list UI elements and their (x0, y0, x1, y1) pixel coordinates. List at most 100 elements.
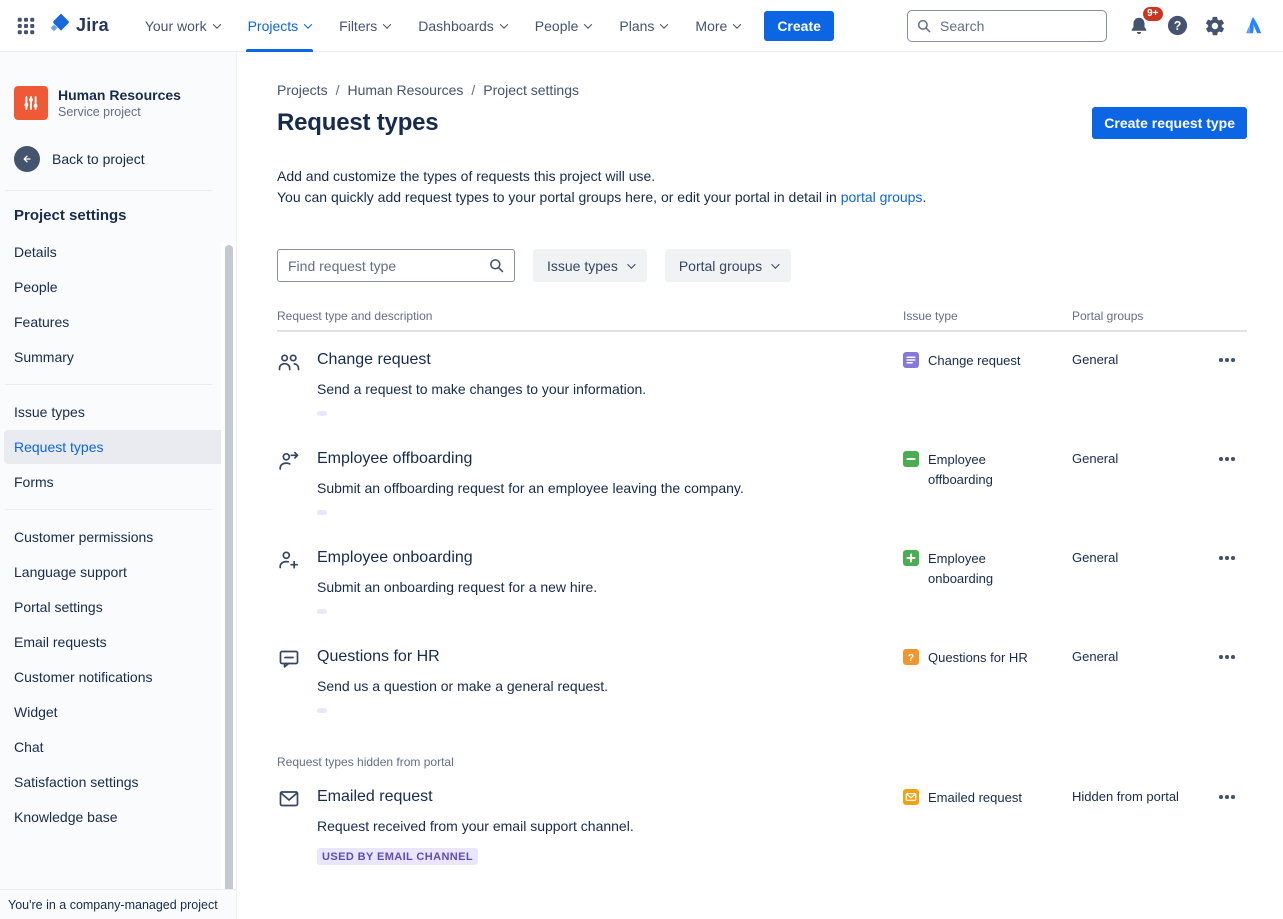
sidebar-item-forms[interactable]: Forms (14, 474, 54, 490)
table-header-row: Request type and description Issue type … (277, 309, 1247, 332)
project-name: Human Resources (58, 87, 181, 103)
request-type-name-link[interactable]: Change request (317, 351, 431, 368)
sidebar-divider (5, 190, 212, 191)
hidden-section-label: Request types hidden from portal (277, 755, 454, 769)
atlassian-logo-icon[interactable] (1237, 10, 1269, 42)
project-header: Human Resources Service project (14, 86, 222, 120)
sidebar-item-widget[interactable]: Widget (14, 704, 58, 720)
sidebar-item-people[interactable]: People (14, 279, 58, 295)
portal-groups-link[interactable]: portal groups (840, 189, 923, 205)
nav-item-projects[interactable]: Projects (236, 0, 324, 52)
notifications-bell-icon[interactable]: 9+ (1123, 6, 1163, 42)
sidebar-item-features[interactable]: Features (14, 314, 70, 330)
sidebar-item-portal-settings[interactable]: Portal settings (14, 599, 103, 615)
used-by-email-channel-badge (317, 510, 327, 515)
row-actions-menu-button[interactable] (1215, 791, 1239, 803)
breadcrumb: Projects / Human Resources / Project setting… (277, 82, 1247, 98)
nav-item-label: Dashboards (418, 17, 494, 34)
issue-type-label: Emailed request (928, 790, 1022, 805)
request-type-name-link[interactable]: Employee offboarding (317, 450, 473, 467)
portal-group-label: General (1072, 649, 1119, 664)
row-actions-menu-button[interactable] (1215, 453, 1239, 465)
issue-type-label: Employee offboarding (928, 452, 993, 487)
chevron-down-icon (383, 19, 392, 29)
find-request-type-input[interactable] (277, 249, 515, 282)
portal-groups-filter-dropdown[interactable]: Portal groups (664, 249, 792, 282)
request-type-name-link[interactable]: Employee onboarding (317, 549, 473, 566)
sidebar-item-knowledge-base[interactable]: Knowledge base (14, 809, 118, 825)
person-plus-icon (277, 548, 301, 572)
create-button[interactable]: Create (764, 10, 834, 41)
request-type-row: Employee offboarding Submit an offboardi… (277, 431, 1247, 530)
breadcrumb-separator: / (471, 82, 476, 98)
top-navigation-bar: Jira Your work Projects Filters Dashboar… (0, 0, 1283, 52)
nav-item-more[interactable]: More (683, 0, 752, 52)
help-icon[interactable]: ? (1161, 10, 1193, 42)
chevron-down-icon (771, 259, 780, 269)
sidebar-item-chat[interactable]: Chat (14, 739, 44, 755)
issue-type-icon: ? (903, 649, 919, 665)
request-type-name-link[interactable]: Questions for HR (317, 648, 440, 665)
request-type-row: Questions for HR Send us a question or m… (277, 629, 1247, 728)
app-switcher-icon[interactable] (10, 10, 42, 42)
breadcrumb-link-project-settings[interactable]: Project settings (483, 82, 580, 98)
request-type-description: Submit an onboarding request for a new h… (317, 579, 598, 595)
used-by-email-channel-badge (317, 708, 327, 713)
breadcrumb-link-projects[interactable]: Projects (277, 82, 328, 98)
row-actions-menu-button[interactable] (1215, 354, 1239, 366)
request-type-row: Employee onboarding Submit an onboarding… (277, 530, 1247, 629)
page-title: Request types (277, 109, 439, 136)
row-actions-menu-button[interactable] (1215, 552, 1239, 564)
sidebar-item-summary[interactable]: Summary (14, 349, 74, 365)
project-settings-sidebar: Human Resources Service project Back to … (0, 52, 237, 919)
issue-type-icon (903, 451, 919, 467)
sidebar-item-issue-types[interactable]: Issue types (14, 404, 85, 420)
search-input[interactable] (907, 9, 1107, 42)
svg-text:?: ? (1173, 19, 1181, 33)
nav-item-dashboards[interactable]: Dashboards (406, 0, 519, 52)
jira-logo-icon (48, 11, 72, 40)
sidebar-nav: Project settings Details People Features Su… (0, 191, 236, 890)
page-description: Add and customize the types of requests … (277, 166, 1247, 208)
sidebar-item-request-types[interactable]: Request types (4, 430, 226, 464)
envelope-icon (277, 787, 301, 811)
project-type-footer: You're in a company-managed project (0, 889, 236, 919)
issue-type-cell: Emailed request (903, 785, 1072, 865)
breadcrumb-link-human-resources[interactable]: Human Resources (347, 82, 464, 98)
issue-type-label: Questions for HR (928, 650, 1028, 665)
issue-type-icon (903, 789, 919, 805)
sidebar-item-customer-notifications[interactable]: Customer notifications (14, 669, 153, 685)
arrow-left-icon (14, 146, 40, 172)
column-header-portal-groups: Portal groups (1072, 309, 1144, 323)
sidebar-scrollbar-track (221, 242, 236, 919)
nav-item-plans[interactable]: Plans (607, 0, 679, 52)
jira-logo[interactable]: Jira (48, 11, 109, 40)
description-line-1: Add and customize the types of requests … (277, 168, 656, 184)
request-type-description: Submit an offboarding request for an emp… (317, 480, 744, 496)
chevron-down-icon (584, 19, 593, 29)
nav-item-people[interactable]: People (523, 0, 604, 52)
create-request-type-button[interactable]: Create request type (1092, 107, 1247, 139)
back-to-project-button[interactable]: Back to project (14, 146, 145, 172)
portal-group-label: General (1072, 550, 1119, 565)
request-types-page: Projects / Human Resources / Project setting… (237, 52, 1283, 919)
sidebar-item-language-support[interactable]: Language support (14, 564, 127, 580)
issue-types-filter-dropdown[interactable]: Issue types (533, 249, 647, 282)
portal-group-label: General (1072, 352, 1119, 367)
used-by-email-channel-badge (317, 609, 327, 614)
nav-item-filters[interactable]: Filters (327, 0, 402, 52)
sidebar-item-email-requests[interactable]: Email requests (14, 634, 107, 650)
notification-count-badge: 9+ (1142, 6, 1163, 21)
sidebar-scrollbar-thumb[interactable] (224, 245, 233, 919)
sidebar-item-customer-permissions[interactable]: Customer permissions (14, 529, 154, 545)
nav-item-your-work[interactable]: Your work (133, 0, 232, 52)
request-type-name-link[interactable]: Emailed request (317, 788, 433, 805)
chevron-down-icon (660, 19, 669, 29)
sidebar-item-satisfaction-settings[interactable]: Satisfaction settings (14, 774, 139, 790)
row-actions-menu-button[interactable] (1215, 651, 1239, 663)
settings-gear-icon[interactable] (1199, 10, 1231, 42)
issue-type-cell: Change request (903, 348, 1072, 421)
project-type: Service project (58, 105, 141, 119)
sidebar-item-details[interactable]: Details (14, 244, 57, 260)
request-type-description: Request received from your email support… (317, 818, 634, 834)
